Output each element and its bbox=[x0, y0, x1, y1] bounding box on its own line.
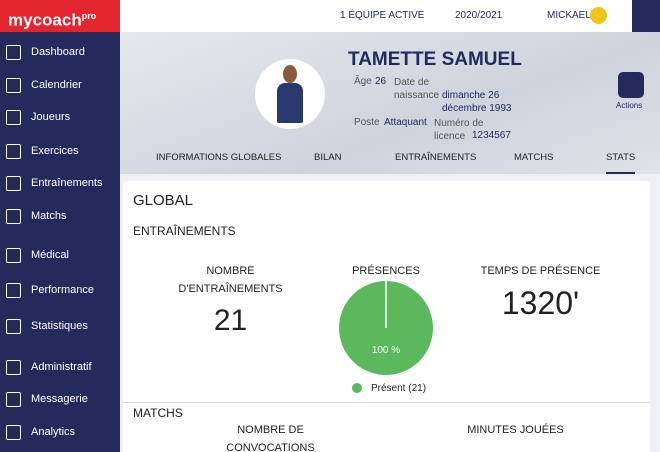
section-title: GLOBAL bbox=[133, 192, 194, 209]
age: 26 bbox=[375, 76, 387, 87]
presence-chart: 100 % Présent (21) bbox=[339, 281, 433, 394]
nav-label: Dashboard bbox=[31, 46, 85, 58]
nav-item[interactable]: Calendrier bbox=[0, 71, 120, 99]
tab[interactable]: ENTRAÎNEMENTS bbox=[395, 152, 477, 163]
nav-item[interactable]: Médical bbox=[0, 241, 120, 269]
nav-icon bbox=[6, 45, 21, 60]
nav-icon bbox=[6, 425, 21, 440]
nav-icon bbox=[6, 360, 21, 375]
legend-swatch bbox=[352, 383, 362, 393]
age-label: Âge bbox=[354, 76, 372, 87]
nav-label: Joueurs bbox=[31, 111, 71, 123]
nav-label: Médical bbox=[31, 249, 69, 261]
profile-header: TAMETTE SAMUEL Âge 26 Date de naissance … bbox=[120, 32, 660, 174]
nav-icon bbox=[6, 209, 21, 224]
nav-label: Exercices bbox=[31, 145, 79, 157]
matches-title: MATCHS bbox=[133, 406, 183, 420]
nav-icon bbox=[6, 78, 21, 93]
licence-label: Numéro de licence bbox=[434, 118, 484, 142]
tabs: INFORMATIONS GLOBALES BILAN ENTRAÎNEMENTS M… bbox=[120, 144, 640, 174]
nav-item[interactable]: Exercices bbox=[0, 137, 120, 165]
minutes-label: MINUTES JOUÉES bbox=[467, 424, 564, 436]
nav-item[interactable]: Analytics bbox=[0, 418, 120, 446]
nav-label: Calendrier bbox=[31, 79, 82, 91]
nav-icon bbox=[6, 144, 21, 159]
actions-button[interactable] bbox=[618, 72, 644, 98]
convocations-label: NOMBRE DE CONVOCATIONS bbox=[226, 424, 315, 452]
photo bbox=[255, 59, 325, 129]
nav-icon bbox=[6, 319, 21, 334]
filter-button[interactable] bbox=[632, 0, 660, 32]
licence: 1234567 bbox=[472, 130, 511, 141]
birth-label: Date de naissance bbox=[394, 77, 440, 101]
presence-title: PRÉSENCES bbox=[352, 265, 420, 277]
tab[interactable]: MATCHS bbox=[514, 152, 554, 163]
nav-item[interactable]: Statistiques bbox=[0, 312, 120, 340]
nav-item[interactable]: Matchs bbox=[0, 202, 120, 230]
nav-item[interactable]: Joueurs bbox=[0, 103, 120, 131]
nav-icon bbox=[6, 248, 21, 263]
tab[interactable]: BILAN bbox=[314, 152, 342, 163]
user-menu[interactable]: MICKAEL bbox=[547, 10, 591, 21]
position: Attaquant bbox=[384, 117, 427, 128]
nav-label: Analytics bbox=[31, 426, 76, 438]
count-label: NOMBRE D'ENTRAÎNEMENTS bbox=[178, 265, 283, 295]
logo[interactable]: mycoachpro bbox=[0, 0, 120, 32]
sidebar bbox=[0, 0, 120, 452]
nav-label: Messagerie bbox=[31, 393, 88, 405]
nav-item[interactable]: Dashboard bbox=[0, 38, 120, 66]
brand: mycoach bbox=[8, 10, 82, 30]
time: 1320' bbox=[501, 285, 580, 321]
nav-label: Matchs bbox=[31, 210, 67, 222]
nav-item[interactable]: Entraînements bbox=[0, 169, 120, 197]
tab[interactable]: INFORMATIONS GLOBALES bbox=[156, 152, 282, 163]
actions-label: Actions bbox=[616, 101, 643, 110]
player-name: TAMETTE SAMUEL bbox=[348, 49, 522, 70]
nav-label: Performance bbox=[31, 284, 94, 296]
slice-label: 100 % bbox=[372, 345, 400, 356]
nav-icon bbox=[6, 392, 21, 407]
nav-icon bbox=[6, 110, 21, 125]
topbar: 1 ÉQUIPE ACTIVE 2020/2021 MICKAEL bbox=[120, 0, 660, 32]
nav-label: Entraînements bbox=[31, 177, 103, 189]
trainings-title: ENTRAÎNEMENTS bbox=[133, 224, 236, 238]
tab[interactable]: STATS bbox=[606, 152, 636, 174]
season-select[interactable]: 2020/2021 bbox=[455, 10, 503, 21]
position-label: Poste bbox=[354, 117, 380, 128]
nav-label: Statistiques bbox=[31, 320, 88, 332]
nav-label: Administratif bbox=[31, 361, 92, 373]
nav-item[interactable]: Administratif bbox=[0, 353, 120, 381]
brand-suffix: pro bbox=[81, 11, 97, 21]
count: 21 bbox=[213, 304, 248, 337]
nav-icon bbox=[6, 176, 21, 191]
legend-label: Présent (21) bbox=[371, 383, 426, 394]
avatar bbox=[590, 7, 607, 24]
nav-icon bbox=[6, 283, 21, 298]
nav-item[interactable]: Performance bbox=[0, 276, 120, 304]
team-select[interactable]: 1 ÉQUIPE ACTIVE bbox=[340, 10, 425, 21]
content-card: GLOBAL ENTRAÎNEMENTS NOMBRE D'ENTRAÎNEME… bbox=[123, 181, 650, 452]
birth: dimanche 26 décembre 1993 bbox=[442, 90, 512, 114]
time-label: TEMPS DE PRÉSENCE bbox=[480, 265, 601, 277]
nav-item[interactable]: Messagerie bbox=[0, 385, 120, 413]
